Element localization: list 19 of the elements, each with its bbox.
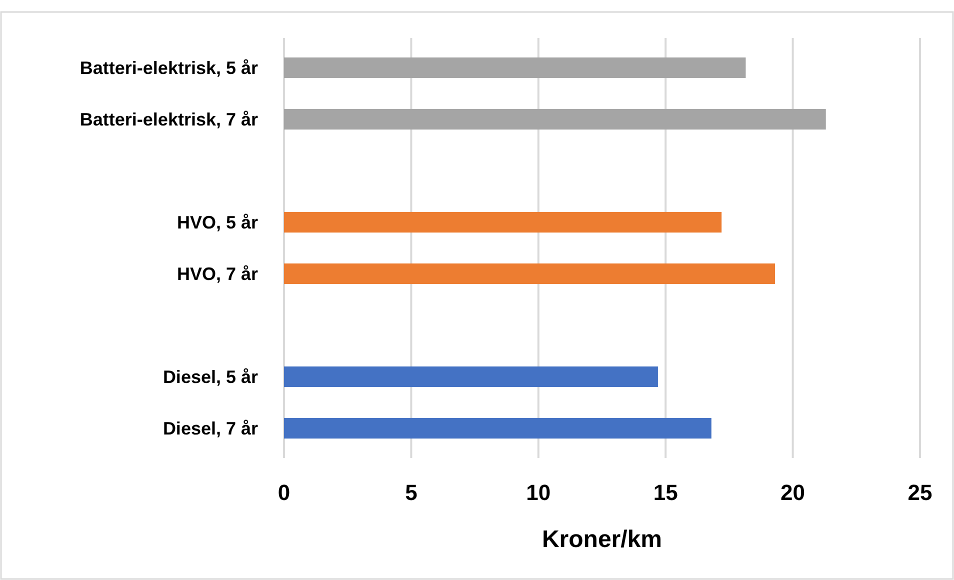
y-tick-label: Batteri-elektrisk, 7 år bbox=[80, 110, 258, 130]
bar bbox=[284, 57, 746, 78]
x-tick-label: 10 bbox=[526, 480, 551, 505]
bar bbox=[284, 108, 826, 130]
x-tick-label: 15 bbox=[653, 480, 678, 505]
x-tick-label: 0 bbox=[278, 480, 290, 505]
x-axis-title: Kroner/km bbox=[542, 526, 662, 553]
y-tick-label: Diesel, 7 år bbox=[162, 418, 258, 439]
bar bbox=[284, 212, 722, 233]
y-tick-label: HVO, 7 år bbox=[176, 264, 258, 284]
y-tick-label: HVO, 5 år bbox=[176, 212, 258, 233]
x-tick-label: 5 bbox=[405, 480, 418, 505]
y-tick-label: Batteri-elektrisk, 5 år bbox=[80, 58, 258, 78]
bar bbox=[284, 418, 712, 439]
x-tick-label: 25 bbox=[908, 480, 932, 505]
bar bbox=[284, 366, 658, 388]
x-tick-label: 20 bbox=[780, 480, 806, 505]
y-tick-label: Diesel, 5 år bbox=[162, 367, 258, 388]
bar bbox=[284, 263, 775, 284]
